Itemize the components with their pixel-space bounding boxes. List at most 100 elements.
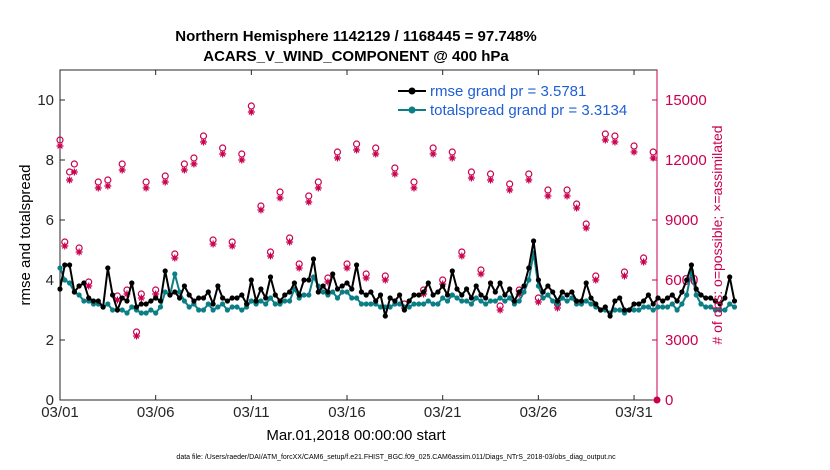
obs-assimilated-marker [324,278,332,286]
totalspread-point [339,289,345,295]
totalspread-point [210,307,216,313]
rmse-point [440,283,446,289]
rmse-point [363,292,369,298]
totalspread-point [631,307,637,313]
obs-assimilated-marker [544,192,552,200]
totalspread-point [239,307,245,313]
rmse-point [119,295,125,301]
rmse-point [234,295,240,301]
rmse-point [215,283,221,289]
obs-assimilated-marker [200,138,208,146]
rmse-point [263,295,269,301]
rmse-point [559,289,565,295]
legend-rmse-marker [408,87,416,95]
rmse-point [708,295,714,301]
totalspread-point [81,298,87,304]
rmse-point [306,277,312,283]
rmse-point [430,292,436,298]
rmse-point [387,295,393,301]
totalspread-point [483,301,489,307]
totalspread-point [550,298,556,304]
rmse-point [110,292,116,298]
obs-assimilated-marker [343,264,351,272]
rmse-point [669,292,675,298]
totalspread-point [454,295,460,301]
obs-assimilated-marker [573,204,581,212]
x-tick-label: 03/11 [233,404,269,421]
rmse-point [210,301,216,307]
rmse-point [598,307,604,313]
totalspread-point [76,292,82,298]
rmse-point [425,280,431,286]
rmse-point [621,307,628,313]
rmse-point [631,301,637,307]
obs-assimilated-marker [75,248,83,256]
totalspread-point [224,307,230,313]
rmse-point [62,262,68,268]
rmse-point [339,283,345,289]
totalspread-point [272,301,278,307]
totalspread-point [617,307,623,313]
rmse-point [688,262,695,268]
totalspread-point [62,277,68,283]
rmse-point [186,292,192,298]
totalspread-point [698,301,704,307]
rmse-point [95,298,101,304]
obs-assimilated-marker [458,252,466,260]
totalspread-point [138,310,144,316]
totalspread-point [669,301,675,307]
totalspread-point [310,274,317,280]
totalspread-point [703,304,709,310]
obs-assimilated-marker [582,224,590,232]
totalspread-point [416,301,422,307]
rmse-point [502,292,508,298]
obs-assimilated-marker [391,170,399,178]
rmse-point [731,298,738,304]
rmse-point [291,280,297,286]
totalspread-point [334,295,341,301]
rmse-point [229,295,235,301]
rmse-point [464,286,470,292]
obs-assimilated-marker [611,138,619,146]
y-tick-label: 10 [37,92,54,109]
rmse-point [373,298,379,304]
obs-assimilated-marker [592,276,600,284]
rmse-point [588,295,594,301]
totalspread-point [507,295,513,301]
rmse-point [406,298,412,304]
obs-assimilated-marker [410,184,418,192]
rmse-point [71,289,77,295]
rmse-point [564,292,570,298]
rmse-point [129,280,135,286]
totalspread-point [67,280,73,286]
totalspread-point [215,304,221,310]
totalspread-point [564,298,570,304]
totalspread-point [502,298,508,304]
rmse-point [641,298,647,304]
rmse-series [57,238,738,319]
rmse-point [449,268,455,274]
obs-assimilated-marker [266,252,274,260]
totalspread-point [234,304,240,310]
totalspread-point [655,304,661,310]
obs-assimilated-marker [66,176,74,184]
totalspread-point [731,304,738,310]
rmse-point [282,292,288,298]
obs-assimilated-marker [467,174,475,182]
rmse-point [258,286,264,292]
rmse-point [57,286,63,292]
rmse-point [526,265,532,271]
obs-assimilated-marker [295,264,303,272]
rmse-point [349,286,355,292]
rmse-point [612,298,618,304]
legend-spread-marker [408,106,416,114]
rmse-point [397,292,403,298]
rmse-line [59,240,736,317]
obs-assimilated-marker [113,296,121,304]
rmse-point [224,298,230,304]
obs-assimilated-marker [525,176,533,184]
rmse-point [636,301,642,307]
rmse-point [516,289,522,295]
y-tick-label: 8 [46,152,54,169]
totalspread-point [377,304,384,310]
